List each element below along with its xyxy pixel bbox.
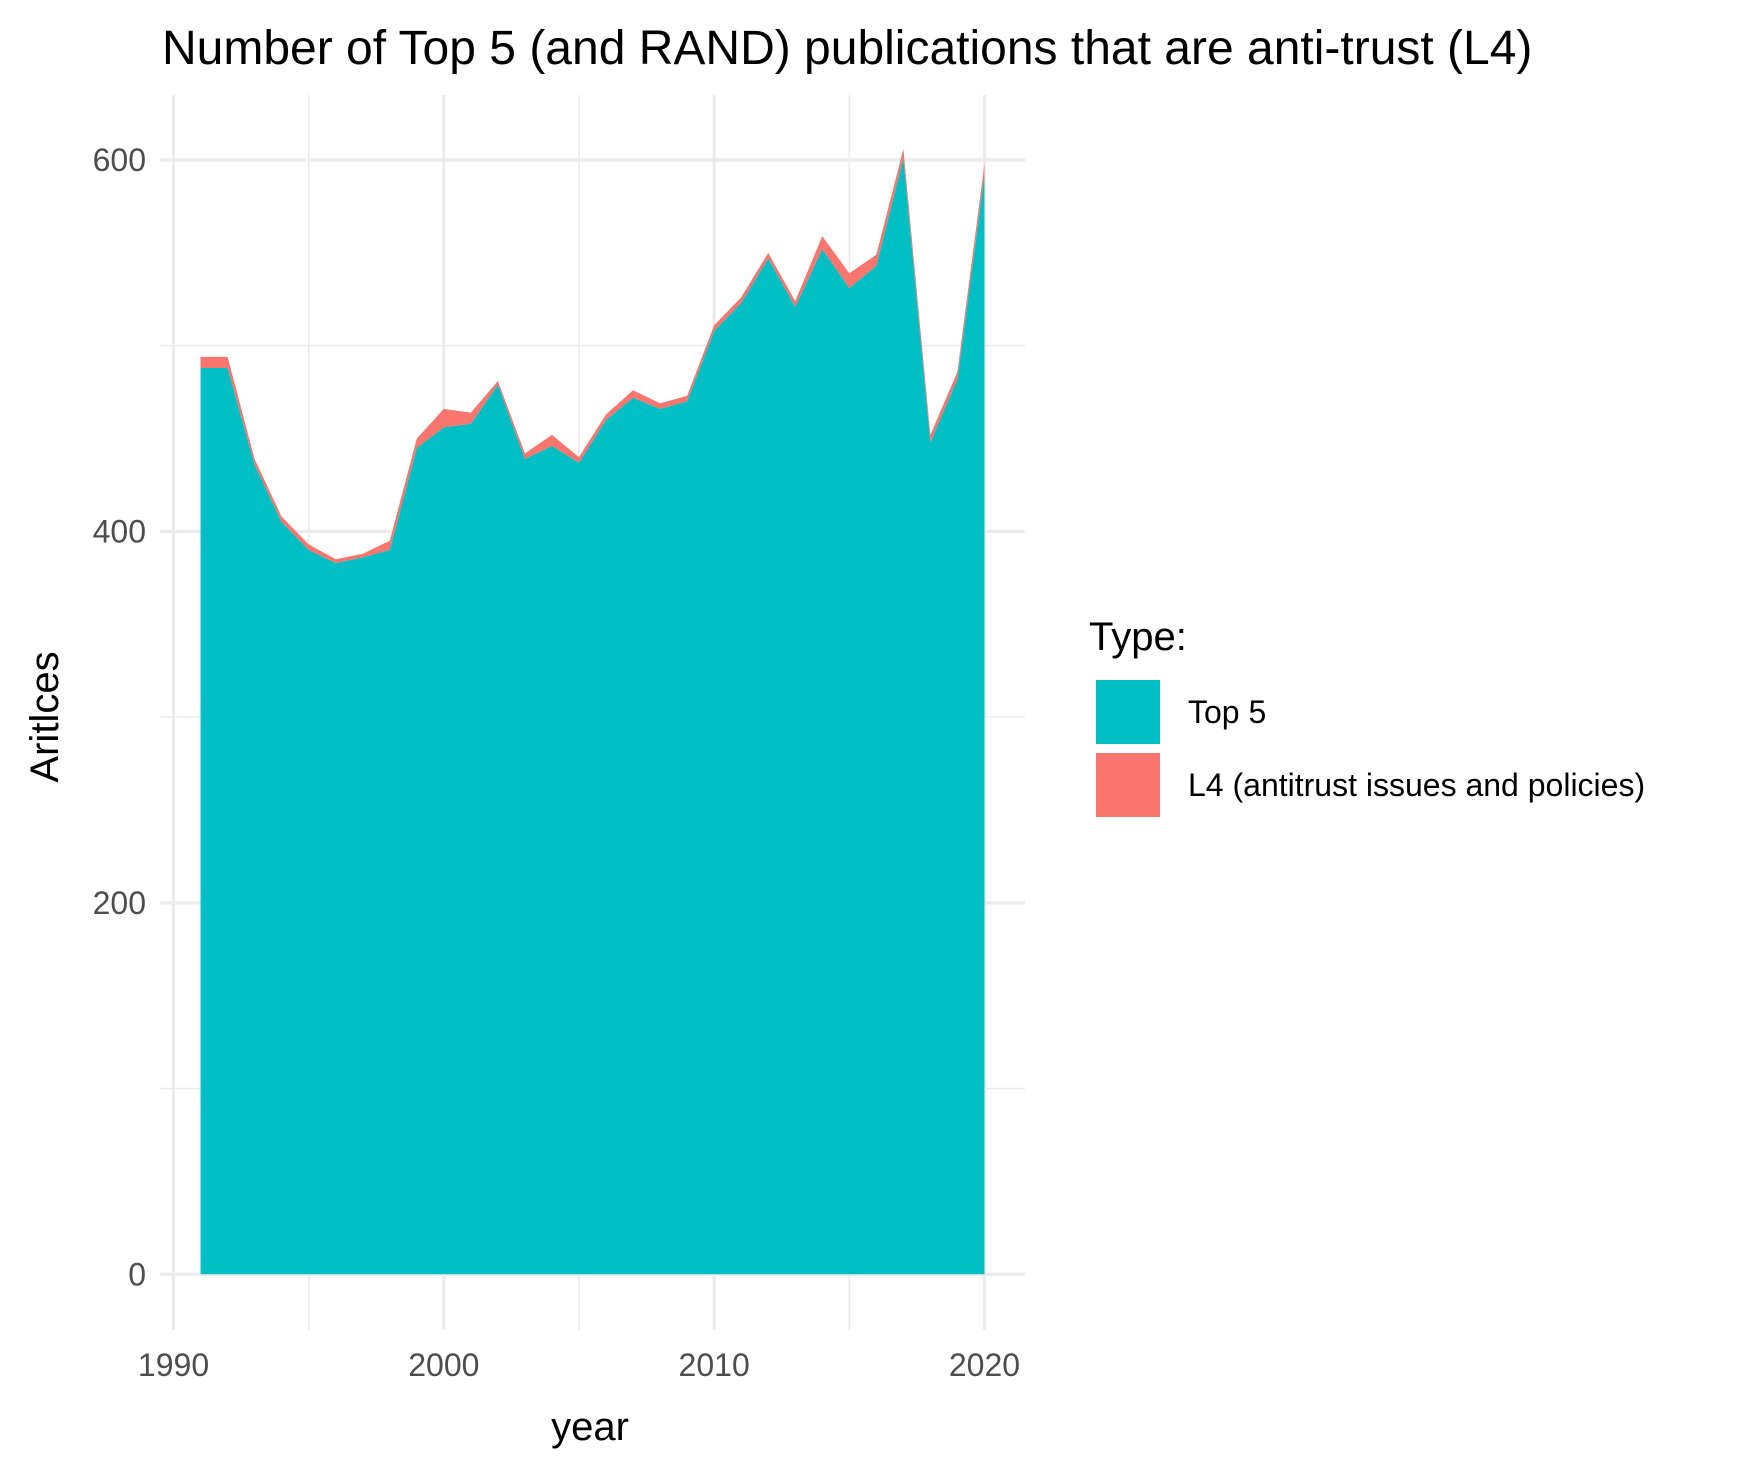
- legend: Type: Top 5 L4 (antitrust issues and poli…: [1089, 615, 1645, 817]
- x-axis-title: year: [551, 1405, 629, 1449]
- legend-label: L4 (antitrust issues and policies): [1188, 767, 1645, 803]
- x-tick-label: 1990: [138, 1347, 209, 1383]
- x-tick-label: 2010: [679, 1347, 750, 1383]
- legend-items: Top 5 L4 (antitrust issues and policies): [1096, 680, 1645, 817]
- legend-title: Type:: [1089, 615, 1187, 659]
- legend-key: [1096, 680, 1160, 744]
- y-tick-label: 400: [93, 513, 146, 549]
- area-series-0: [200, 158, 985, 1275]
- legend-label: Top 5: [1188, 694, 1266, 730]
- legend-key: [1096, 753, 1160, 817]
- stacked-areas: [200, 148, 985, 1275]
- axis-ticks: 0 200 400 600 1990 2000 2010 2020: [93, 142, 1020, 1383]
- y-tick-label: 600: [93, 142, 146, 178]
- y-tick-label: 200: [93, 885, 146, 921]
- x-tick-label: 2000: [408, 1347, 479, 1383]
- chart-title: Number of Top 5 (and RAND) publications …: [162, 22, 1532, 75]
- y-axis-title: Aritlces: [23, 651, 67, 782]
- x-tick-label: 2020: [949, 1347, 1020, 1383]
- y-tick-label: 0: [128, 1256, 146, 1292]
